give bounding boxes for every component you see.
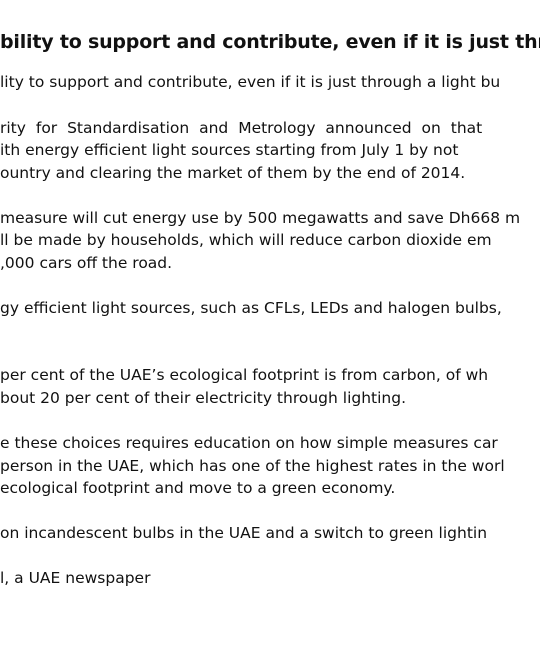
- paragraph-3-line-2: ll be made by households, which will red…: [0, 231, 492, 249]
- article-heading: bility to support and contribute, even i…: [0, 31, 540, 53]
- paragraph-2-line-3: ountry and clearing the market of them b…: [0, 164, 466, 182]
- source-credit-line: l, a UAE newspaper: [0, 569, 151, 587]
- paragraph-5-line-1: per cent of the UAE’s ecological footpri…: [0, 366, 489, 384]
- paragraph-6-line-2: person in the UAE, which has one of the …: [0, 457, 505, 475]
- paragraph-3-line-1: measure will cut energy use by 500 megaw…: [0, 209, 521, 227]
- paragraph-7-line-1: on incandescent bulbs in the UAE and a s…: [0, 524, 488, 542]
- paragraph-4-line-1: gy efficient light sources, such as CFLs…: [0, 299, 502, 317]
- paragraph-5-line-2: bout 20 per cent of their electricity th…: [0, 389, 407, 407]
- paragraph-6-line-3: ecological footprint and move to a green…: [0, 479, 396, 497]
- paragraph-2-line-2: ith energy efficient light sources start…: [0, 141, 459, 159]
- paragraph-3-line-3: ,000 cars off the road.: [0, 254, 173, 272]
- paragraph-2-line-1: rity for Standardisation and Metrology a…: [0, 119, 483, 137]
- paragraph-6-line-1: e these choices requires education on ho…: [0, 434, 498, 452]
- paragraph-1-line-1: lity to support and contribute, even if …: [0, 73, 501, 91]
